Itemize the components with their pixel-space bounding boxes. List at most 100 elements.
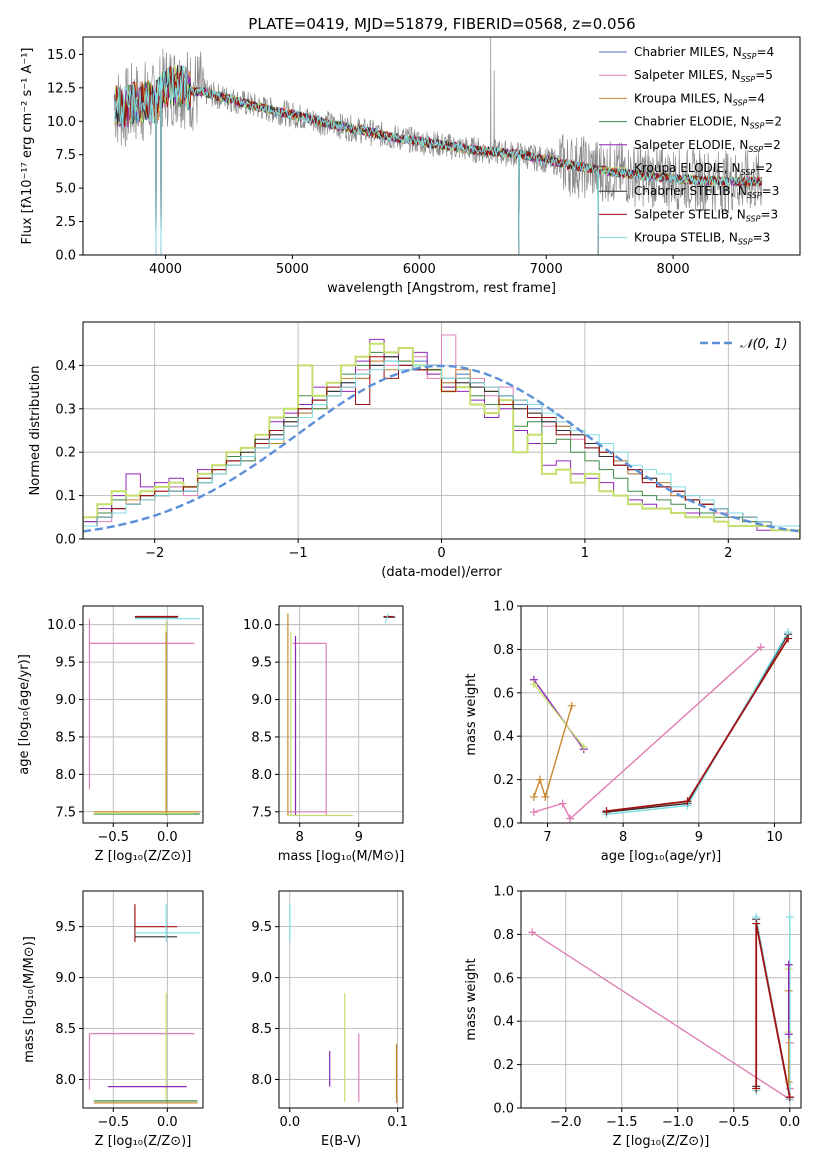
x-tick-label: 9 <box>355 830 363 845</box>
gaussian-curve <box>83 364 800 533</box>
y-axis-label: mass weight <box>464 958 479 1040</box>
y-axis-label: Flux [fλ10⁻¹⁷ erg cm⁻² s⁻¹ A⁻¹] <box>20 48 35 245</box>
y-tick-label: 0.0 <box>493 817 514 832</box>
legend-label-main: Salpeter STELIB, N <box>634 207 746 221</box>
x-tick-label: 6000 <box>403 262 436 277</box>
weight-marker <box>785 913 794 922</box>
legend-label-tail: =2 <box>764 115 782 129</box>
y-tick-label: 1.0 <box>493 600 514 615</box>
x-tick-label: 9 <box>695 830 703 845</box>
y-tick-label: 7.5 <box>55 148 76 163</box>
x-tick-label: 2 <box>724 546 732 561</box>
legend-label-sub: SSP <box>738 238 753 247</box>
x-tick-label: 0.0 <box>279 1115 300 1130</box>
weight-marker <box>752 1084 761 1093</box>
axes-frame <box>82 36 801 256</box>
legend-label-main: Kroupa STELIB, N <box>634 231 738 245</box>
legend-label-tail: =4 <box>756 45 774 59</box>
x-tick-label: −0.5 <box>97 830 129 845</box>
y-tick-label: 0.0 <box>55 533 76 548</box>
panel-mass_vs_Z: −0.5 0.0 8.0 8.5 9.0 9.5 Z [log₁₀(Z/Z⊙)] mass [… <box>22 890 204 1149</box>
panel-mass_vs_ebv: 0.0 0.1 8.0 8.5 9.0 9.5 E(B-V) <box>251 890 408 1149</box>
y-tick-label: 9.5 <box>251 920 272 935</box>
legend-label-tail: =3 <box>753 231 771 245</box>
axes-frame <box>82 605 204 824</box>
axes-frame <box>520 890 802 1109</box>
legend-label-sub: SSP <box>746 214 761 223</box>
plot-area <box>529 628 793 823</box>
x-tick-label: −0.5 <box>97 1115 129 1130</box>
x-tick-label: 8000 <box>657 262 690 277</box>
x-axis-label: Z [log₁₀(Z/Z⊙)] <box>613 1134 710 1149</box>
weight-marker <box>756 643 765 652</box>
weight-line-kroupa_miles <box>533 705 573 800</box>
legend-label-tail: =4 <box>747 91 765 105</box>
histogram-kroupa_stelib <box>83 360 800 539</box>
x-tick-label: 0.0 <box>157 830 178 845</box>
x-axis-label: E(B-V) <box>321 1134 361 1149</box>
legend-label: Kroupa MILES, NSSP=4 <box>634 91 765 107</box>
y-axis-label: mass [log₁₀(M/M⊙)] <box>22 936 37 1063</box>
weight-marker <box>579 743 588 752</box>
y-tick-label: 1.0 <box>493 885 514 900</box>
plot-area <box>287 613 396 817</box>
x-tick-label: 4000 <box>149 262 182 277</box>
y-tick-label: 0.8 <box>493 928 514 943</box>
y-axis-label: Normed distribution <box>28 366 43 496</box>
axes-frame <box>278 890 404 1109</box>
weight-marker <box>529 680 538 689</box>
error-bar-kroupa_stelib <box>384 613 389 624</box>
x-tick-label: 0.1 <box>387 1115 408 1130</box>
legend-label: Chabrier MILES, NSSP=4 <box>634 45 774 61</box>
weight-marker <box>567 701 576 710</box>
y-tick-label: 9.0 <box>251 971 272 986</box>
x-axis-label: mass [log₁₀(M/M⊙)] <box>278 849 405 864</box>
y-tick-label: 8.0 <box>251 768 272 783</box>
y-tick-label: 8.0 <box>251 1073 272 1088</box>
y-tick-label: 10.0 <box>47 115 76 130</box>
y-tick-label: 10.0 <box>243 618 272 633</box>
x-axis-label: Z [log₁₀(Z/Z⊙)] <box>95 849 192 864</box>
legend-label-tail: =5 <box>755 68 773 82</box>
x-axis-label: (data-model)/error <box>381 565 502 580</box>
legend-label: Chabrier ELODIE, NSSP=2 <box>634 115 782 131</box>
x-tick-label: −1.0 <box>662 1115 694 1130</box>
figure-title: PLATE=0419, MJD=51879, FIBERID=0568, z=0… <box>248 15 635 33</box>
x-tick-label: 0.0 <box>779 1115 800 1130</box>
legend-label-gaussian: 𝒩(0, 1) <box>740 337 787 352</box>
y-tick-label: 12.5 <box>47 81 76 96</box>
axes-frame <box>520 605 802 824</box>
legend-label-sub: SSP <box>742 52 757 61</box>
y-tick-label: 10.0 <box>47 618 76 633</box>
panel-age_vs_Z: −0.5 0.0 7.5 8.0 8.5 9.0 9.5 10.0 Z [log₁₀(Z/Z⊙)… <box>17 605 204 864</box>
y-tick-label: 9.0 <box>55 971 76 986</box>
x-tick-label: 5000 <box>276 262 309 277</box>
x-tick-label: −2 <box>145 546 164 561</box>
y-tick-label: 0.0 <box>55 249 76 264</box>
plot-area <box>88 615 200 816</box>
y-tick-label: 0.2 <box>493 1058 514 1073</box>
legend-label-sub: SSP <box>733 98 748 107</box>
legend-label: Kroupa ELODIE, NSSP=2 <box>634 161 773 177</box>
x-tick-label: −1.5 <box>606 1115 638 1130</box>
y-tick-label: 9.0 <box>55 693 76 708</box>
y-tick-label: 0.3 <box>55 402 76 417</box>
weight-marker <box>784 1077 793 1086</box>
x-tick-label: 10 <box>766 830 783 845</box>
legend-label: Salpeter ELODIE, NSSP=2 <box>634 138 781 154</box>
y-tick-label: 0.4 <box>493 1015 514 1030</box>
x-tick-label: 1 <box>581 546 589 561</box>
x-tick-label: 7000 <box>530 262 563 277</box>
y-axis-label: age [log₁₀(age/yr)] <box>17 654 32 775</box>
observed-spectrum <box>114 37 763 214</box>
panel-spectrum: 4000 5000 6000 7000 8000 0.0 2.5 5.0 7.5 10.0 12.5… <box>20 36 801 296</box>
y-tick-label: 0.0 <box>493 1102 514 1117</box>
panel-age_vs_mass: 8 9 7.5 8.0 8.5 9.0 9.5 10.0 mass [log₁₀(M/M⊙)] <box>243 605 405 864</box>
weight-marker <box>558 799 567 808</box>
y-tick-label: 9.5 <box>55 656 76 671</box>
x-tick-label: −2.0 <box>550 1115 582 1130</box>
legend-label-main: Kroupa ELODIE, N <box>634 161 741 175</box>
legend-label-main: Salpeter MILES, N <box>634 68 741 82</box>
legend-label: Kroupa STELIB, NSSP=3 <box>634 231 770 247</box>
